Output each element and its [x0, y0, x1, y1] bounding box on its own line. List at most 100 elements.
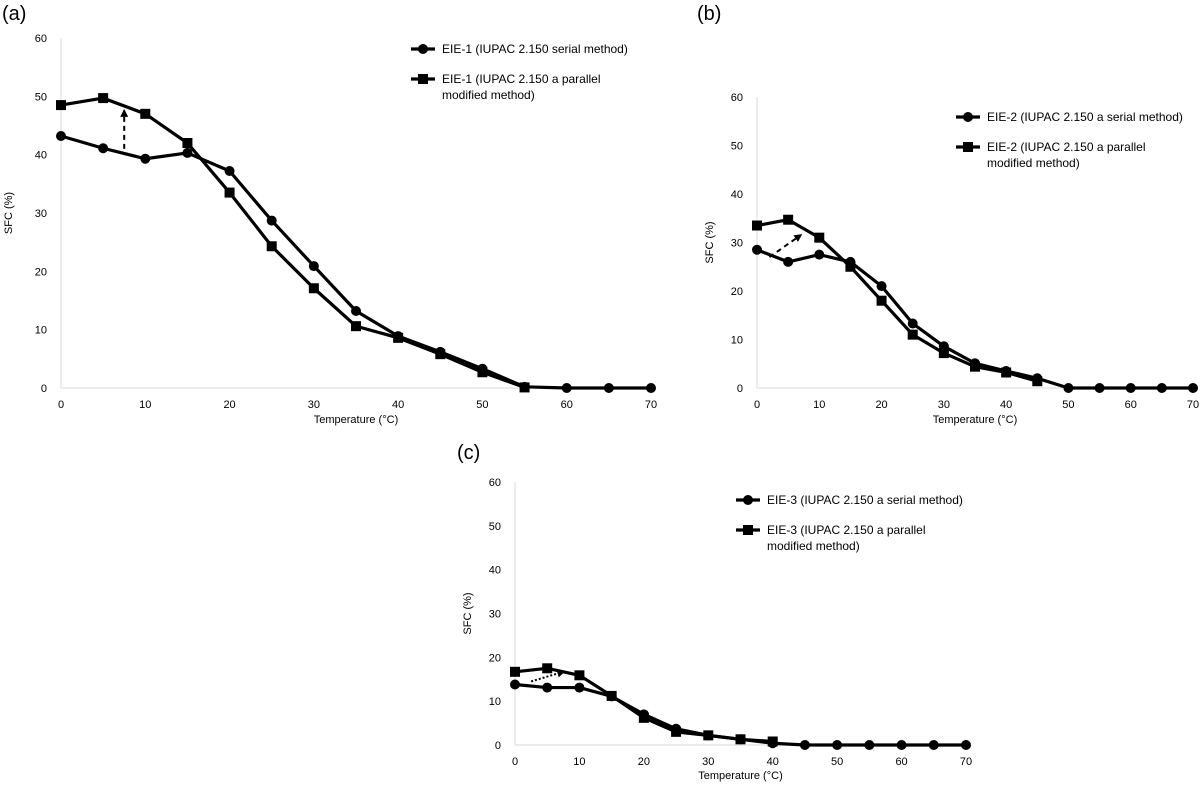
data-point — [140, 108, 151, 119]
x-tick-label: 50 — [1062, 399, 1074, 411]
y-axis-title: SFC (%) — [3, 192, 15, 234]
y-tick-label: 40 — [35, 150, 47, 162]
y-tick-label: 30 — [489, 609, 501, 621]
y-tick-label: 10 — [489, 696, 501, 708]
data-point — [814, 249, 825, 260]
data-point — [435, 349, 446, 360]
data-point — [182, 147, 193, 158]
chart-panel-1: 0 10 20 30 40 50 60 0 10 20 30 40 50 60 70 Temperature … — [3, 33, 657, 426]
data-point — [56, 100, 66, 111]
y-tick-label: 10 — [35, 325, 47, 337]
x-axis-title: Temperature (°C) — [698, 770, 782, 782]
x-tick-label: 50 — [831, 756, 843, 768]
x-tick-label: 10 — [573, 756, 585, 768]
data-point — [140, 153, 151, 164]
data-point — [1063, 383, 1074, 393]
series-line-2 — [60, 96, 526, 389]
x-tick-label: 30 — [702, 756, 714, 768]
series-line-2 — [514, 666, 773, 744]
x-tick-label: 20 — [638, 756, 650, 768]
y-tick-label: 60 — [35, 33, 47, 45]
y-axis-title: SFC (%) — [704, 221, 716, 263]
y-tick-label: 0 — [495, 740, 501, 752]
data-point — [907, 318, 918, 329]
data-point — [938, 348, 949, 359]
legend-marker — [418, 74, 428, 84]
data-point — [224, 166, 235, 176]
x-tick-label: 40 — [767, 756, 779, 768]
data-point — [510, 666, 520, 677]
data-point — [510, 679, 520, 690]
data-point — [970, 361, 980, 372]
y-tick-label: 0 — [737, 383, 743, 395]
data-point — [907, 329, 918, 340]
data-point — [542, 663, 553, 674]
series-line-2 — [756, 218, 1038, 383]
x-tick-label: 70 — [960, 756, 972, 768]
legend-label: EIE-1 (IUPAC 2.150 a parallel — [442, 72, 601, 86]
x-tick-label: 70 — [645, 399, 657, 411]
data-point — [266, 241, 277, 252]
x-tick-label: 50 — [476, 399, 488, 411]
data-point — [783, 214, 794, 225]
annotation-arrow — [530, 669, 566, 683]
legend-label: modified method) — [767, 539, 860, 553]
y-tick-label: 0 — [41, 383, 47, 395]
data-point — [1094, 383, 1105, 393]
x-tick-label: 0 — [512, 756, 518, 768]
data-point — [876, 281, 887, 292]
data-point — [767, 736, 778, 747]
legend-marker — [963, 112, 973, 122]
x-tick-label: 0 — [58, 399, 64, 411]
x-tick-label: 10 — [139, 399, 151, 411]
y-tick-label: 50 — [731, 141, 743, 153]
data-point — [646, 383, 656, 393]
data-point — [638, 712, 649, 723]
data-point — [1032, 376, 1043, 387]
x-tick-label: 60 — [1125, 399, 1137, 411]
x-axis-title: Temperature (°C) — [933, 414, 1017, 426]
data-point — [574, 682, 585, 693]
x-tick-label: 20 — [875, 399, 887, 411]
data-point — [308, 261, 319, 272]
data-point — [961, 740, 971, 750]
data-point — [928, 740, 939, 750]
chart-panel-2: 0 10 20 30 40 50 60 0 10 20 30 40 50 60 70 Temperature … — [704, 92, 1199, 426]
data-point — [876, 295, 887, 306]
y-tick-label: 20 — [489, 652, 501, 664]
data-point — [1188, 383, 1198, 393]
data-point — [735, 734, 746, 745]
legend-marker — [743, 525, 753, 535]
panel-label-a: (a) — [2, 3, 27, 25]
x-tick-label: 60 — [895, 756, 907, 768]
data-point — [603, 383, 614, 393]
data-point — [98, 93, 109, 104]
x-tick-label: 60 — [561, 399, 573, 411]
data-point — [845, 261, 856, 272]
data-point — [56, 131, 66, 141]
annotation-arrow — [768, 234, 803, 258]
legend-label: EIE-3 (IUPAC 2.150 a serial method) — [767, 493, 963, 507]
x-tick-label: 0 — [754, 399, 760, 411]
y-axis-title: SFC (%) — [462, 592, 474, 634]
data-point — [477, 367, 488, 378]
legend-label: modified method) — [442, 88, 535, 102]
y-tick-label: 30 — [731, 238, 743, 250]
data-point — [814, 232, 825, 243]
y-tick-label: 20 — [731, 286, 743, 298]
legend-marker — [418, 44, 428, 54]
y-tick-label: 60 — [731, 92, 743, 104]
data-point — [393, 332, 404, 343]
legend-label: EIE-2 (IUPAC 2.150 a parallel — [987, 140, 1146, 154]
y-tick-label: 60 — [489, 477, 501, 489]
data-point — [574, 670, 585, 681]
x-axis-title: Temperature (°C) — [314, 414, 398, 426]
data-point — [351, 306, 361, 316]
data-point — [224, 187, 235, 198]
data-point — [896, 740, 907, 750]
data-point — [351, 321, 361, 332]
legend-marker — [743, 495, 753, 505]
y-tick-label: 10 — [731, 335, 743, 347]
y-tick-label: 50 — [489, 521, 501, 533]
